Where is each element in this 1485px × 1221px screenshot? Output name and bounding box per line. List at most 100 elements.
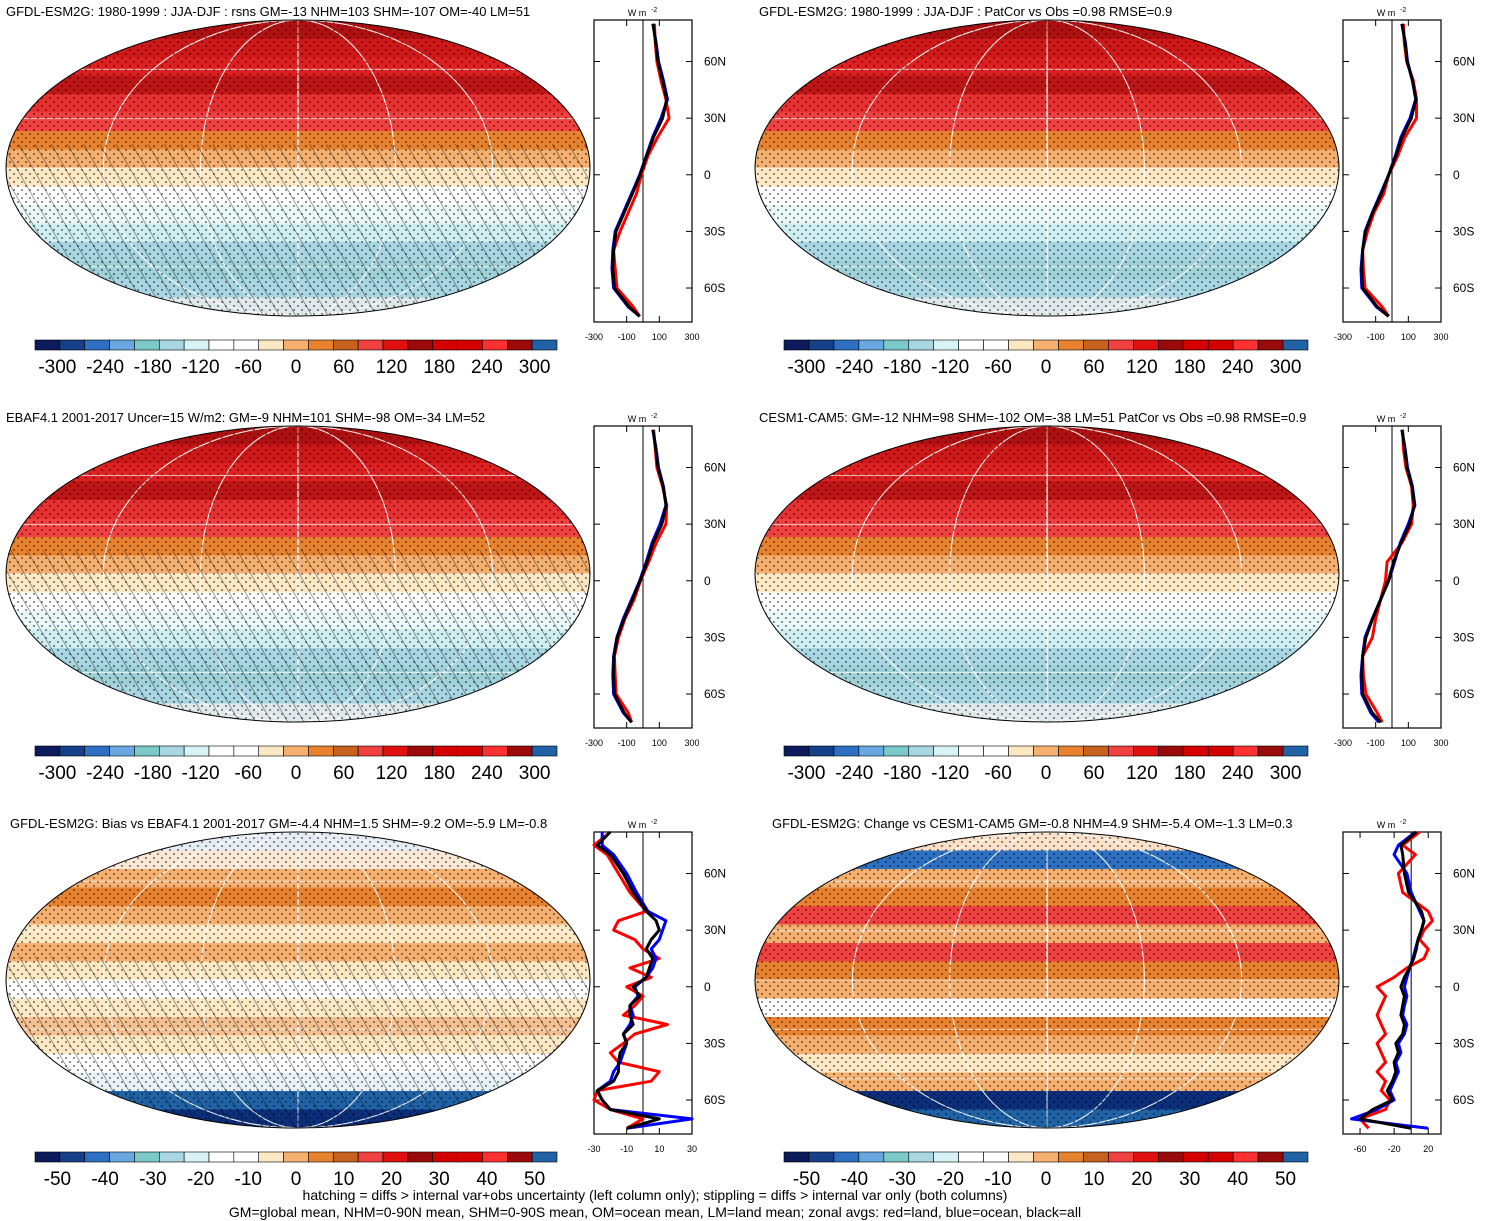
x-tick-label: 300 — [1433, 738, 1448, 748]
colorbar-swatch — [457, 1151, 483, 1163]
colorbar-swatch — [531, 339, 558, 351]
colorbar-label: 240 — [471, 763, 503, 784]
colorbar-swatch — [382, 745, 409, 757]
colorbar-swatch — [908, 745, 935, 757]
colorbar-swatch — [134, 745, 160, 757]
colorbar-swatch — [883, 1151, 910, 1163]
zonal-avg-plot: W m -2 60N 30N 0 30S 60S -60 -20 20 — [1342, 819, 1475, 1154]
colorbar-swatch — [258, 745, 284, 757]
zonal-series-all — [612, 429, 668, 724]
colorbar-swatch — [1207, 1151, 1234, 1163]
colorbar-label: -300 — [38, 357, 76, 378]
lat-tick-label: 60S — [1453, 687, 1474, 701]
colorbar-swatch — [233, 339, 260, 351]
colorbar-swatch — [158, 745, 185, 757]
colorbar-swatch — [933, 1151, 959, 1163]
colorbar-swatch — [208, 745, 235, 757]
colorbar-swatch — [1133, 1151, 1159, 1163]
lat-tick-label: 30S — [1453, 224, 1474, 238]
colorbar-swatch — [59, 1151, 86, 1163]
panels-layer: GFDL-ESM2G: 1980-1999 : JJA-DJF : rsns G… — [5, 4, 1475, 1190]
lat-tick-label: 30S — [704, 224, 725, 238]
colorbar-label: -300 — [787, 763, 825, 784]
zonal-series-land — [1358, 830, 1434, 1130]
colorbar-swatch — [1257, 339, 1284, 351]
panel-title: EBAF4.1 2001-2017 Uncer=15 W/m2: GM=-9 N… — [6, 410, 485, 425]
panel-row3-right: GFDL-ESM2G: Change vs CESM1-CAM5 GM=-0.8… — [754, 816, 1475, 1190]
colorbar-swatch — [34, 339, 61, 351]
lat-tick-label: 0 — [1453, 980, 1460, 994]
lat-tick-label: 60S — [704, 687, 725, 701]
lat-tick-label: 30N — [1453, 111, 1475, 125]
colorbar-swatch — [1108, 745, 1134, 757]
colorbar-label: -10 — [984, 1169, 1011, 1190]
map-outline — [5, 425, 591, 723]
zonal-series-land — [1361, 429, 1415, 723]
map-outline — [754, 425, 1340, 723]
colorbar: -300 -240 -180 -120 -60 0 60 120 180 240 300 — [783, 339, 1309, 378]
x-tick-label: 10 — [654, 1144, 664, 1154]
colorbar-swatch — [183, 745, 210, 757]
zonal-unit-label: W m — [1377, 820, 1396, 830]
colorbar-label: 300 — [519, 357, 551, 378]
colorbar-label: -300 — [38, 763, 76, 784]
colorbar-swatch — [808, 339, 835, 351]
colorbar-swatch — [1133, 339, 1159, 351]
colorbar-swatch — [183, 339, 210, 351]
zonal-unit-exponent: -2 — [651, 819, 657, 826]
colorbar-label: 240 — [1222, 763, 1254, 784]
colorbar-swatch — [1257, 745, 1284, 757]
colorbar-swatch — [84, 1151, 110, 1163]
panel-title: GFDL-ESM2G: 1980-1999 : JJA-DJF : PatCor… — [759, 4, 1172, 19]
colorbar: -50 -40 -30 -20 -10 0 10 20 30 40 50 — [783, 1151, 1309, 1190]
map-field — [6, 426, 590, 722]
stipple-overlay — [755, 20, 1339, 316]
colorbar: -300 -240 -180 -120 -60 0 60 120 180 240 300 — [34, 745, 558, 784]
panel-row3-left: GFDL-ESM2G: Bias vs EBAF4.1 2001-2017 GM… — [5, 816, 726, 1190]
colorbar-label: 10 — [1083, 1169, 1104, 1190]
x-tick-label: -100 — [1367, 332, 1385, 342]
colorbar-swatch — [808, 1151, 835, 1163]
lat-tick-label: 0 — [1453, 168, 1460, 182]
colorbar-label: 50 — [1275, 1169, 1296, 1190]
stipple-overlay — [755, 426, 1339, 722]
zonal-unit-exponent: -2 — [651, 7, 657, 14]
colorbar-swatch — [833, 339, 860, 351]
zonal-unit-exponent: -2 — [1400, 819, 1406, 826]
colorbar-label: -60 — [235, 357, 262, 378]
zonal-series-all — [595, 830, 661, 1130]
colorbar-swatch — [183, 1151, 210, 1163]
map-outline — [5, 19, 591, 317]
colorbar-swatch — [432, 745, 458, 757]
colorbar-swatch — [808, 745, 835, 757]
colorbar-swatch — [308, 339, 334, 351]
zonal-avg-plot: W m -2 60N 30N 0 30S 60S -300 -100 100 300 — [585, 413, 726, 748]
x-tick-label: 100 — [652, 332, 667, 342]
zonal-unit-exponent: -2 — [1400, 7, 1406, 14]
lat-tick-label: 60S — [1453, 1093, 1474, 1107]
zonal-unit-exponent: -2 — [1400, 413, 1406, 420]
zonal-unit-label: W m — [628, 414, 647, 424]
colorbar-swatch — [1108, 1151, 1134, 1163]
colorbar-swatch — [1232, 745, 1259, 757]
lat-tick-label: 60S — [704, 281, 725, 295]
lat-tick-label: 60S — [704, 1093, 725, 1107]
colorbar-swatch — [1008, 1151, 1034, 1163]
colorbar-swatch — [482, 339, 508, 351]
colorbar-swatch — [1058, 745, 1084, 757]
x-tick-label: 300 — [1433, 332, 1448, 342]
panel-title: CESM1-CAM5: GM=-12 NHM=98 SHM=-102 OM=-3… — [759, 410, 1306, 425]
x-tick-label: -300 — [1334, 738, 1352, 748]
colorbar-swatch — [833, 745, 860, 757]
zonal-unit-label: W m — [1377, 8, 1396, 18]
colorbar-label: 0 — [291, 1169, 302, 1190]
map-field — [6, 20, 590, 316]
colorbar-swatch — [208, 339, 235, 351]
colorbar-swatch — [283, 745, 309, 757]
colorbar-label: -240 — [86, 763, 124, 784]
map-outline — [5, 831, 591, 1129]
colorbar-swatch — [158, 1151, 185, 1163]
colorbar-swatch — [283, 1151, 309, 1163]
lat-tick-label: 60N — [1453, 867, 1475, 881]
zonal-avg-plot: W m -2 60N 30N 0 30S 60S -300 -100 100 300 — [1334, 413, 1475, 748]
